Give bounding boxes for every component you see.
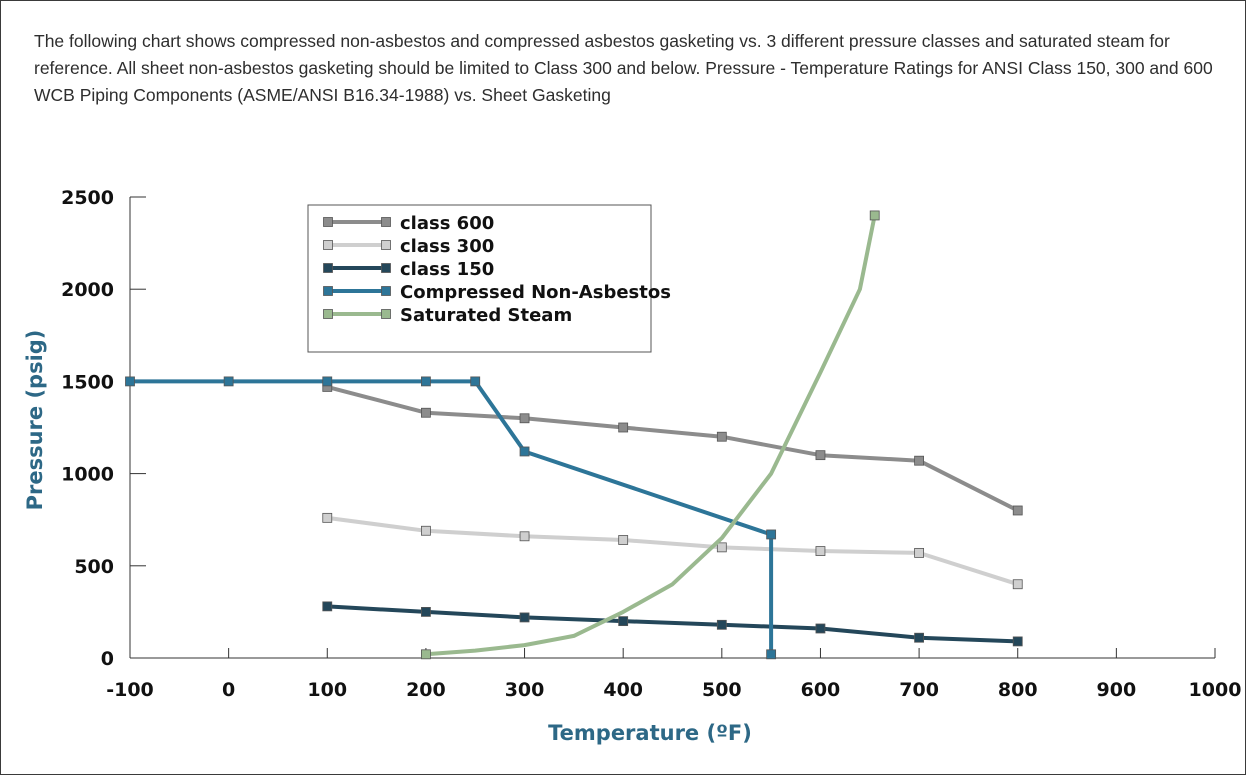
legend-swatch-marker <box>323 286 333 296</box>
data-point <box>519 413 530 424</box>
series-class-300 <box>322 512 1023 590</box>
y-tick-label: 1500 <box>61 371 114 393</box>
x-tick-label: 600 <box>801 679 841 701</box>
data-point <box>125 376 135 387</box>
series-saturated-steam <box>421 210 880 660</box>
series-class-150 <box>322 601 1023 647</box>
x-tick-label: 400 <box>603 679 643 701</box>
legend-label: Compressed Non-Asbestos <box>400 282 671 303</box>
series-line-class-300 <box>325 515 1020 587</box>
legend-item-class-150: class 150 <box>323 259 494 280</box>
y-axis-title: Pressure (psig) <box>23 330 47 511</box>
data-point <box>914 455 924 466</box>
intro-paragraph: The following chart shows compressed non… <box>34 31 1213 105</box>
legend-swatch-marker <box>381 286 391 296</box>
data-point <box>322 601 333 612</box>
data-point <box>421 649 431 660</box>
data-point <box>223 376 234 387</box>
legend-label: Saturated Steam <box>400 305 572 326</box>
legend-item-class-300: class 300 <box>323 236 494 257</box>
data-point <box>914 547 924 558</box>
data-point <box>766 529 777 540</box>
data-point <box>618 616 629 627</box>
legend-swatch-marker <box>323 263 333 273</box>
x-tick-label: 100 <box>307 679 347 701</box>
data-point <box>815 546 826 556</box>
y-tick-label: 0 <box>101 648 114 670</box>
data-point <box>618 422 629 433</box>
series-line-class-150 <box>325 604 1020 644</box>
legend-swatch-marker <box>381 263 391 273</box>
legend-label: class 600 <box>400 213 494 234</box>
x-tick-label: 0 <box>222 679 235 701</box>
series-line-saturated-steam <box>423 213 877 657</box>
data-point <box>815 623 826 634</box>
data-point <box>766 649 777 660</box>
legend-box <box>307 204 652 353</box>
legend-label: class 150 <box>400 259 494 280</box>
y-tick-label: 500 <box>74 556 114 578</box>
data-point <box>519 531 530 542</box>
data-point <box>421 407 431 418</box>
data-point <box>421 525 431 536</box>
legend-swatch-marker <box>323 217 333 227</box>
legend-label: class 300 <box>400 236 494 257</box>
series-class-600 <box>322 382 1023 516</box>
data-point <box>1012 579 1023 590</box>
y-tick-label: 1000 <box>61 464 114 486</box>
x-axis-title: Temperature (ºF) <box>548 721 752 745</box>
data-point <box>716 619 727 630</box>
data-point <box>322 512 333 523</box>
legend-swatch-marker <box>381 309 391 319</box>
series-line-class-600 <box>325 384 1020 513</box>
x-tick-label: 300 <box>505 679 545 701</box>
x-tick-label: 200 <box>406 679 446 701</box>
data-point <box>716 542 727 553</box>
chart-axes: 0 500 1000 1500 2000 2500 -100 0 100 200 300 400 500… <box>61 187 1241 701</box>
legend-item-class-600: class 600 <box>323 213 494 234</box>
legend-item-saturated-steam: Saturated Steam <box>323 305 572 326</box>
legend-swatch-marker <box>323 309 333 319</box>
x-tick-label: 500 <box>702 679 742 701</box>
x-tick-label: 700 <box>899 679 939 701</box>
data-point <box>421 607 431 617</box>
data-point <box>519 446 530 457</box>
data-point <box>470 376 481 387</box>
y-tick-label: 2000 <box>61 279 114 301</box>
data-point <box>914 632 924 643</box>
legend-swatch-marker <box>381 217 391 227</box>
pressure-temperature-chart: 0 500 1000 1500 2000 2500 -100 0 100 200 300 400 500… <box>23 187 1241 745</box>
data-point <box>519 612 530 623</box>
data-point <box>1012 636 1023 647</box>
data-point <box>618 535 629 545</box>
x-tick-label: 800 <box>998 679 1038 701</box>
data-point <box>716 431 727 442</box>
series-layer <box>125 210 1023 660</box>
data-point <box>1012 505 1023 516</box>
data-point <box>421 376 431 387</box>
legend-swatch-marker <box>323 240 333 250</box>
series-compressed-non-asbestos <box>125 376 777 660</box>
legend-swatch-marker <box>381 240 391 250</box>
data-point <box>815 450 826 461</box>
legend-item-compressed-non-asbestos: Compressed Non-Asbestos <box>323 282 671 303</box>
x-tick-label: 900 <box>1097 679 1137 701</box>
series-line-compressed-non-asbestos <box>128 379 774 657</box>
data-point <box>322 376 333 387</box>
x-tick-label: -100 <box>106 679 154 701</box>
x-tick-label: 1000 <box>1189 679 1242 701</box>
y-tick-label: 2500 <box>61 187 114 209</box>
data-point <box>869 210 880 221</box>
